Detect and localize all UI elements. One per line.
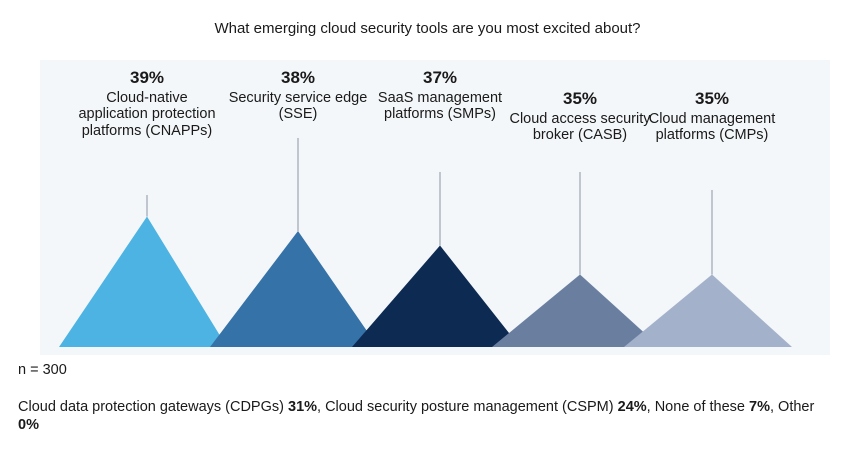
footnote-part: 0% (18, 417, 39, 433)
footnote-part: 7% (749, 399, 770, 415)
data-label: 39% (129, 68, 165, 87)
bar-label: 35% Cloud management platforms (CMPs) (637, 89, 787, 144)
sample-size: n = 300 (18, 362, 67, 378)
chart-title: What emerging cloud security tools are y… (214, 20, 641, 37)
category-label: Cloud-native application protection plat… (78, 89, 216, 139)
triangle-bar (624, 274, 792, 347)
category-label: Security service edge (SSE) (228, 89, 368, 123)
footnote-part: , Cloud security posture management (CSP… (317, 399, 618, 415)
triangle-bar (352, 245, 520, 347)
footnote: Cloud data protection gateways (CDPGs) 3… (18, 398, 838, 434)
footnote-part: 31% (288, 399, 318, 415)
data-label: 37% (422, 68, 458, 87)
footnote-part: , Other (770, 399, 815, 415)
data-label: 38% (280, 68, 316, 87)
triangle-bar (59, 216, 227, 347)
category-label: Cloud access security broker (CASB) (509, 110, 651, 144)
bar-label: 37% SaaS management platforms (SMPs) (365, 68, 515, 123)
footnote-part: 24% (617, 399, 647, 415)
category-label: Cloud management platforms (CMPs) (648, 110, 776, 144)
footnote-part: , None of these (646, 399, 750, 415)
data-label: 35% (694, 89, 730, 108)
data-label: 35% (562, 89, 598, 108)
bar-label: 35% Cloud access security broker (CASB) (505, 89, 655, 144)
bar-label: 39% Cloud-native application protection p… (72, 68, 222, 139)
footnote-part: Cloud data protection gateways (CDPGs) (18, 399, 288, 415)
category-label: SaaS management platforms (SMPs) (377, 89, 503, 123)
triangle-bar (492, 274, 660, 347)
triangle-bar (210, 231, 378, 347)
bar-label: 38% Security service edge (SSE) (223, 68, 373, 123)
